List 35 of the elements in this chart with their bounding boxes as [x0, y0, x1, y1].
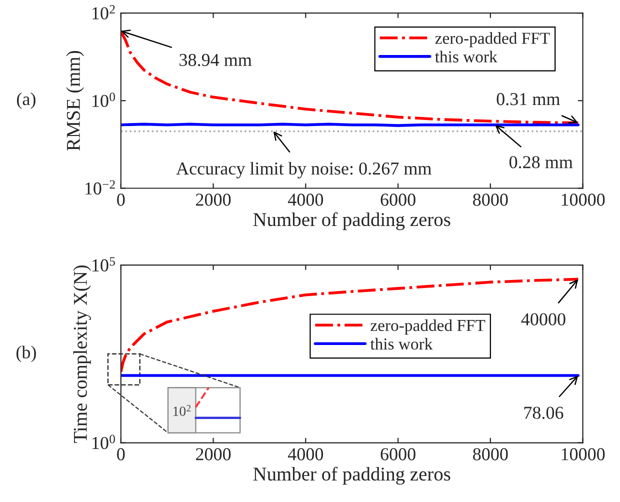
x-tick-label: 2000 — [196, 448, 231, 460]
annotation: 0.28 mm — [509, 156, 573, 168]
legend-label: zero-padded FFT — [370, 319, 486, 334]
x-tick-label: 4000 — [288, 448, 324, 460]
y-tick-label: 10$^{−2}$ — [85, 180, 115, 195]
y-tick-label: 10$^{0}$ — [92, 92, 115, 108]
annotation: 10$^{2}$ — [173, 404, 191, 416]
annotation: 38.94 mm — [180, 54, 252, 66]
text: (b) — [16, 346, 36, 362]
legend-label: this work — [370, 338, 433, 350]
x-tick-label: 4000 — [288, 194, 324, 206]
x-axis-title: Number of padding zeros — [253, 212, 450, 230]
y-axis-title: Time complexity X(N) — [73, 265, 91, 443]
line-series — [120, 30, 580, 124]
annotation: 0.31 mm — [496, 93, 560, 106]
legend-label: this work — [435, 50, 498, 62]
x-tick-label: 10000 — [562, 194, 605, 206]
y-axis-title: RMSE (mm) — [66, 51, 84, 151]
y-tick-label: 10$^{5}$ — [92, 257, 115, 272]
x-tick-label: 8000 — [473, 448, 508, 460]
x-tick-label: 2000 — [196, 194, 231, 206]
y-tick-label: 10$^{2}$ — [92, 5, 115, 20]
x-tick-label: 0 — [117, 448, 125, 460]
annotation: Accuracy limit by noise: 0.267 mm — [176, 162, 432, 178]
y-tick-label: 10$^{0}$ — [92, 434, 115, 450]
x-tick-label: 8000 — [473, 194, 508, 206]
annotation: 40000 — [521, 313, 566, 326]
x-axis-title: Number of padding zeros — [253, 466, 450, 485]
legend-label: zero-padded FFT — [435, 32, 550, 48]
x-tick-label: 0 — [117, 194, 125, 206]
x-tick-label: 10000 — [562, 448, 605, 460]
annotation: 78.06 — [524, 406, 564, 419]
x-tick-label: 6000 — [380, 194, 416, 206]
x-tick-label: 6000 — [380, 448, 416, 460]
text: (a) — [16, 92, 36, 109]
